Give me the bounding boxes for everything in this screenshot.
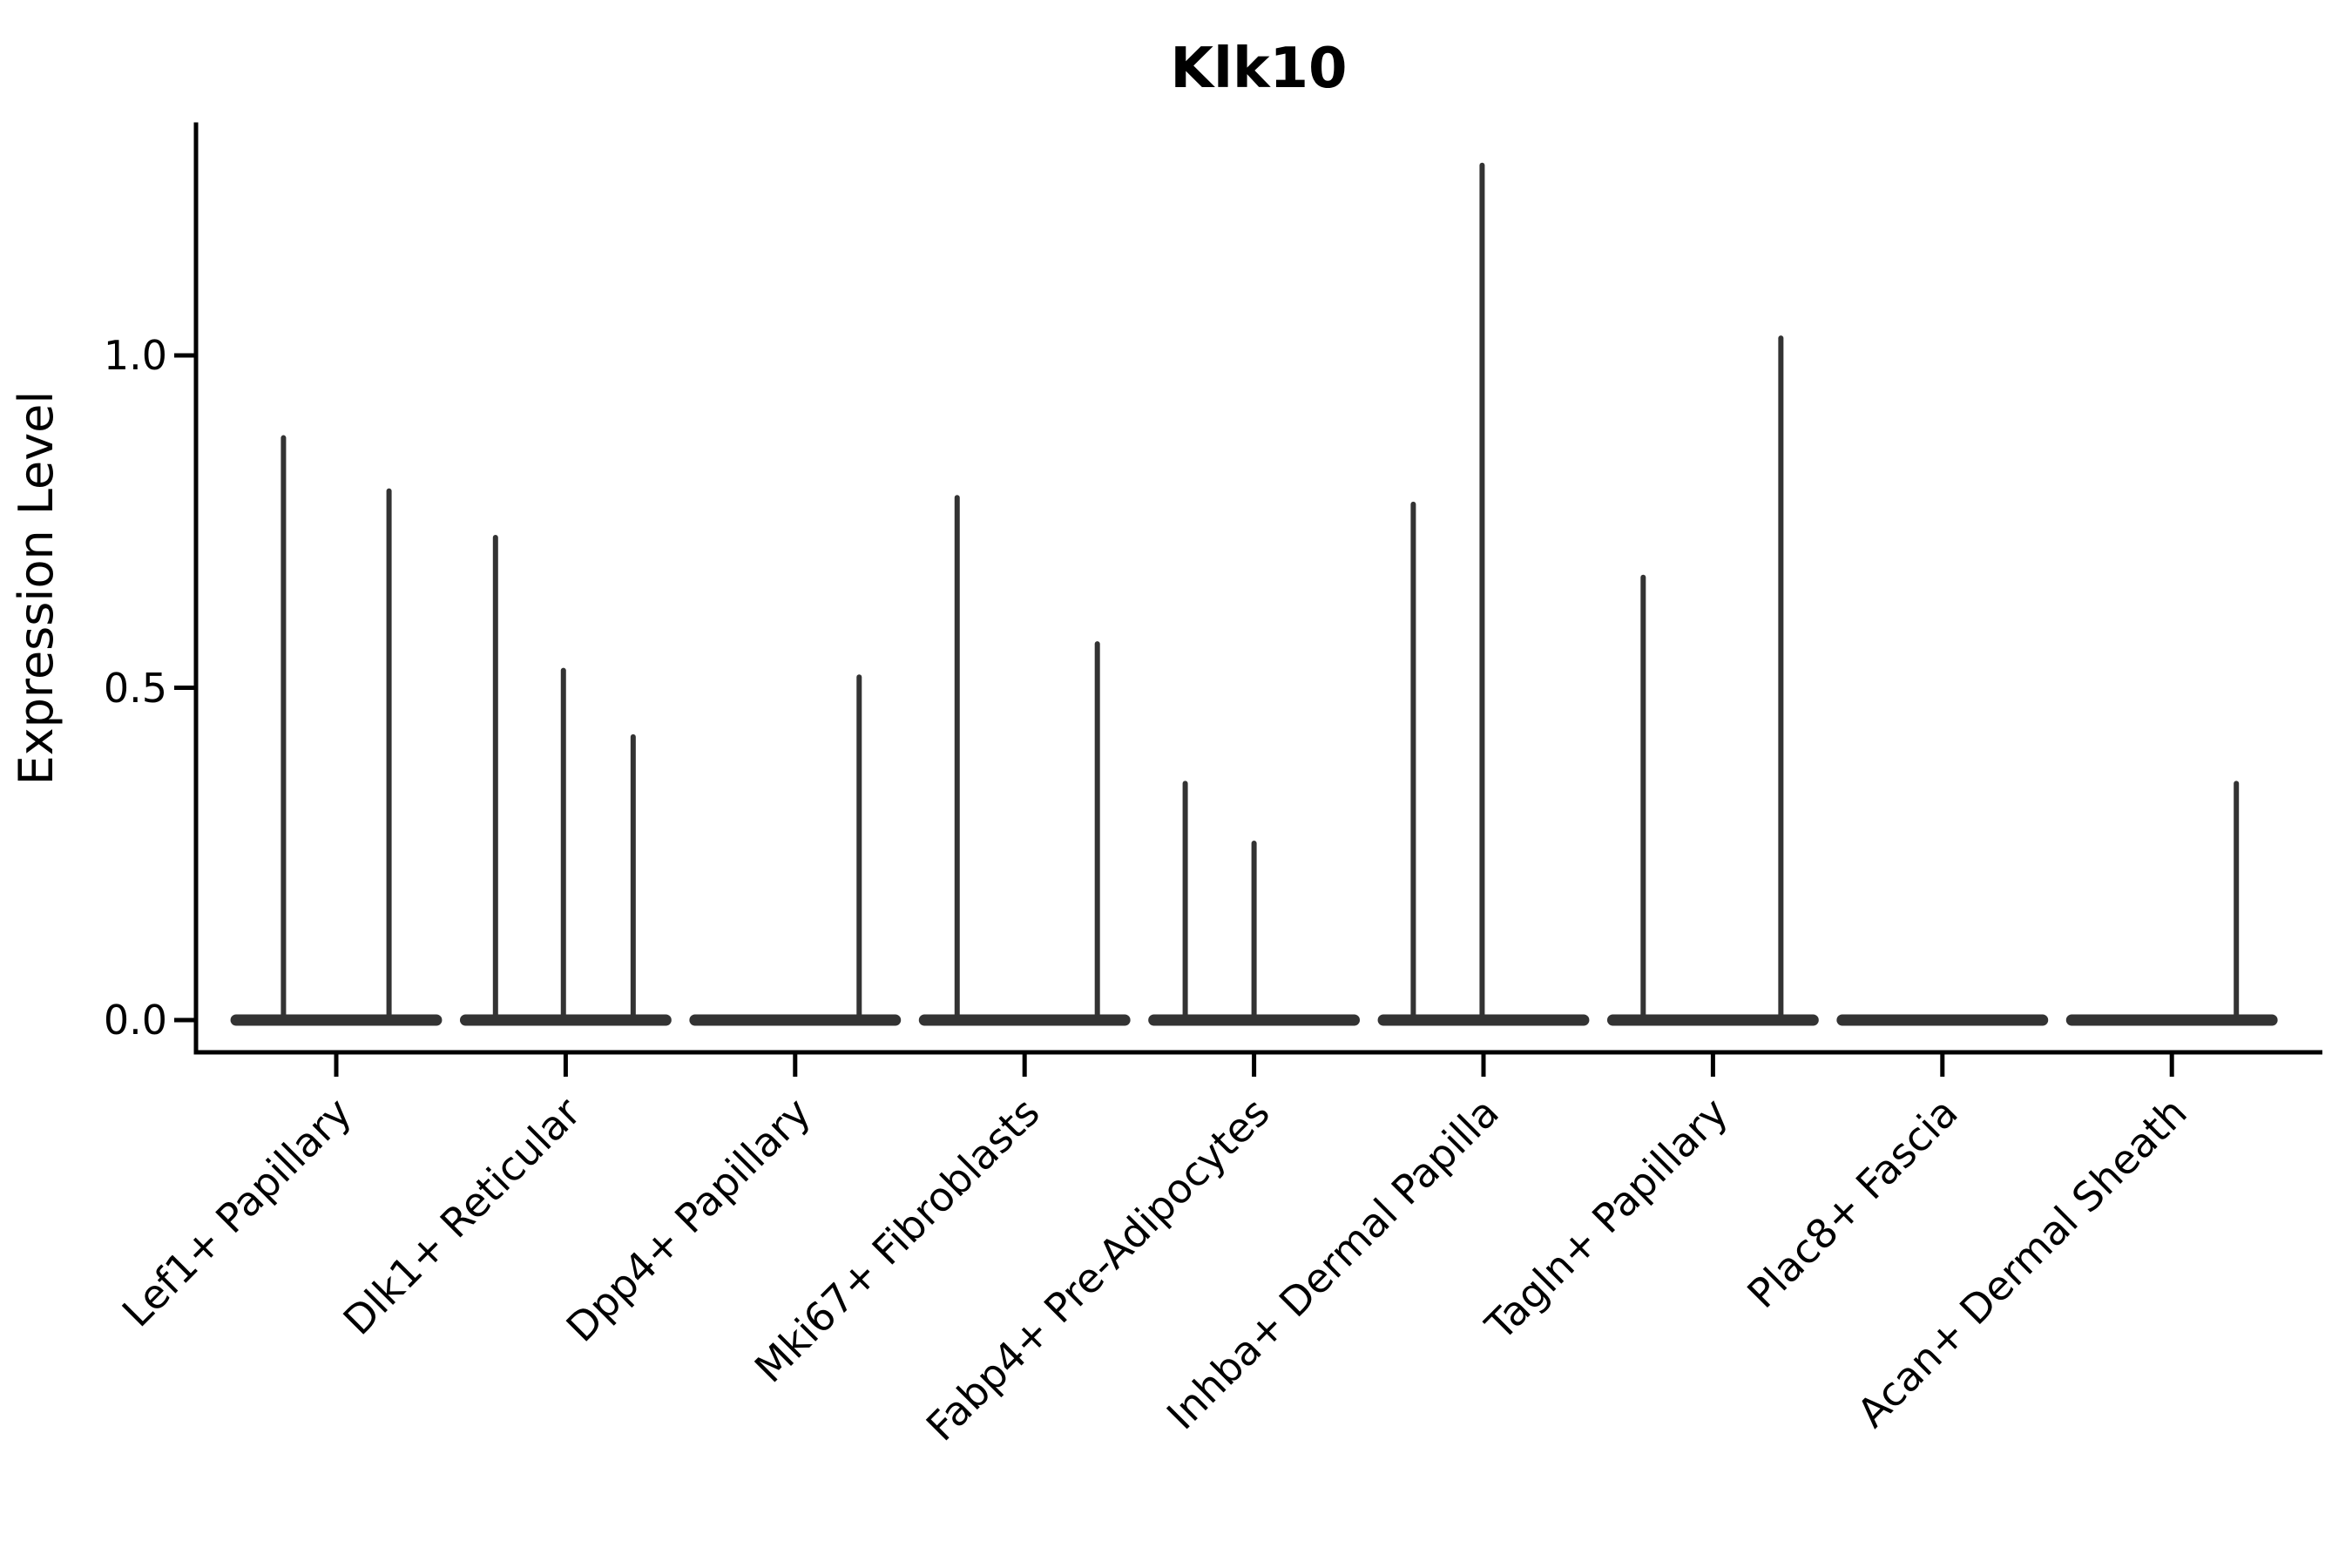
x-tick-label-tagln-papillary: Tagln+ Papillary xyxy=(1476,1089,1737,1350)
violin-base xyxy=(1148,1014,1361,1026)
violin-spike xyxy=(1640,574,1646,1024)
y-tick-label-0: 0.0 xyxy=(104,997,167,1044)
violin-base xyxy=(1606,1014,1819,1026)
violin-spike xyxy=(492,535,498,1024)
y-tick-label-05: 0.5 xyxy=(104,665,167,712)
violin-spike xyxy=(1182,781,1188,1024)
violin-base xyxy=(1836,1014,2049,1026)
violin-spike xyxy=(1251,840,1257,1024)
y-tick-label-1: 1.0 xyxy=(104,332,167,379)
x-axis-labels: Lef1+ Papillary Dlk1+ Reticular Dpp4+ Pa… xyxy=(113,1089,2196,1450)
violin-base xyxy=(918,1014,1131,1026)
violin-base xyxy=(230,1014,443,1026)
violin-spike xyxy=(1778,335,1784,1024)
x-tick-label-plac8-fascia: Plac8+ Fascia xyxy=(1738,1089,1966,1317)
violin-base xyxy=(689,1014,902,1026)
violin-spike xyxy=(630,733,636,1024)
violin-spike xyxy=(954,495,960,1024)
violin-base xyxy=(459,1014,672,1026)
y-axis-label: Expression Level xyxy=(9,391,64,786)
x-tick-label-lef1-papillary: Lef1+ Papillary xyxy=(113,1089,361,1336)
violin-base xyxy=(2065,1014,2278,1026)
violin-spike xyxy=(560,667,566,1024)
violin-spike xyxy=(386,488,392,1024)
violin-spike xyxy=(1479,162,1485,1024)
violin-spike xyxy=(1410,501,1416,1024)
violin-base xyxy=(1377,1014,1590,1026)
violin-spike xyxy=(2234,781,2240,1024)
x-tick-label-dlk1-reticular: Dlk1+ Reticular xyxy=(335,1089,590,1344)
x-tick-label-dpp4-papillary: Dpp4+ Papillary xyxy=(558,1089,820,1351)
violin-spike xyxy=(280,435,287,1024)
chart-title: Klk10 xyxy=(1170,37,1347,101)
violin-spike xyxy=(856,674,862,1024)
violin-spike xyxy=(1094,641,1100,1024)
plot-shapes xyxy=(174,122,2322,1077)
